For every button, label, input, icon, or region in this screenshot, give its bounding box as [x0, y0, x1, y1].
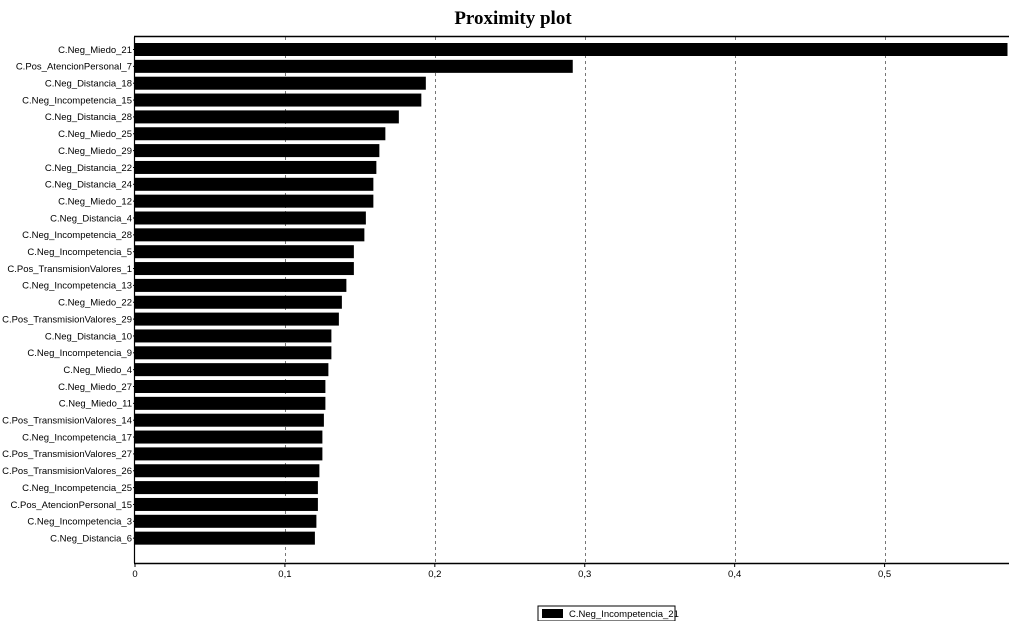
category-label: C.Neg_Distancia_6 [50, 533, 132, 544]
bars [135, 43, 1008, 545]
x-tick-label: 0,4 [728, 569, 741, 580]
category-label: C.Pos_AtencionPersonal_7 [16, 62, 132, 73]
category-label: C.Neg_Miedo_27 [58, 382, 132, 393]
bar [135, 396, 326, 410]
category-label: C.Neg_Incompetencia_25 [22, 483, 132, 494]
category-label: C.Neg_Incompetencia_15 [22, 95, 132, 106]
bar [135, 464, 320, 478]
x-tick-label: 0,5 [878, 569, 891, 580]
legend-label: C.Neg_Incompetencia_21 [569, 609, 679, 620]
x-tick-label: 0,2 [428, 569, 441, 580]
x-tick-label: 0 [132, 569, 137, 580]
bar [135, 43, 1008, 56]
category-label: C.Neg_Distancia_22 [45, 163, 132, 174]
bar [135, 93, 422, 107]
category-label: C.Neg_Incompetencia_5 [27, 247, 132, 258]
bar [135, 76, 426, 90]
bar [135, 59, 573, 73]
bar [135, 127, 386, 141]
bar [135, 413, 324, 427]
category-label: C.Pos_TransmisionValores_27 [2, 449, 132, 460]
category-label: C.Neg_Miedo_21 [58, 45, 132, 56]
category-label: C.Neg_Miedo_12 [58, 196, 132, 207]
bar [135, 245, 354, 259]
category-label: C.Neg_Distancia_4 [50, 213, 132, 224]
category-labels: C.Neg_Miedo_21 C.Pos_AtencionPersonal_7 C.… [2, 45, 135, 544]
bar [135, 177, 374, 191]
bar [135, 346, 332, 360]
bar [135, 531, 315, 545]
category-label: C.Pos_TransmisionValores_1 [7, 264, 132, 275]
category-label: C.Neg_Miedo_29 [58, 146, 132, 157]
x-tick-label: 0,1 [278, 569, 291, 580]
bar [135, 447, 323, 461]
category-label: C.Neg_Miedo_11 [59, 399, 132, 410]
x-tick-label: 0,3 [578, 569, 591, 580]
bar [135, 160, 377, 174]
chart-title: Proximity plot [454, 8, 572, 29]
bar [135, 278, 347, 292]
category-label: C.Neg_Incompetencia_9 [27, 348, 132, 359]
bar [135, 295, 342, 309]
x-tick-labels: 0 0,1 0,2 0,3 0,4 0,5 [132, 563, 891, 580]
bar [135, 329, 332, 343]
legend-swatch [542, 609, 563, 618]
category-label: C.Neg_Distancia_10 [45, 331, 132, 342]
category-label: C.Neg_Incompetencia_3 [27, 517, 132, 528]
category-label: C.Pos_TransmisionValores_29 [2, 314, 132, 325]
category-label: C.Neg_Incompetencia_13 [22, 281, 132, 292]
bar [135, 228, 365, 242]
category-label: C.Pos_AtencionPersonal_15 [11, 500, 132, 511]
category-label: C.Neg_Distancia_28 [45, 112, 132, 123]
category-label: C.Neg_Miedo_25 [58, 129, 132, 140]
bar [135, 110, 399, 124]
legend: C.Neg_Incompetencia_21 [537, 605, 679, 621]
category-label: C.Neg_Distancia_18 [45, 79, 132, 90]
category-label: C.Pos_TransmisionValores_26 [2, 466, 132, 477]
category-label: C.Neg_Miedo_4 [63, 365, 132, 376]
bar [135, 312, 339, 326]
category-label: C.Pos_TransmisionValores_14 [2, 416, 132, 427]
bar [135, 194, 374, 208]
category-label: C.Neg_Miedo_22 [58, 298, 132, 309]
bar [135, 144, 380, 158]
bar [135, 430, 323, 444]
bar [135, 497, 318, 511]
bar [135, 380, 326, 393]
bar [135, 262, 354, 276]
category-label: C.Neg_Distancia_24 [45, 180, 132, 191]
bar [135, 363, 329, 377]
bar [135, 514, 317, 528]
bar [135, 211, 366, 225]
legend-box [537, 605, 676, 621]
category-label: C.Neg_Incompetencia_28 [22, 230, 132, 241]
axes [133, 35, 1009, 565]
category-label: C.Neg_Incompetencia_17 [22, 432, 132, 443]
bar [135, 481, 318, 495]
